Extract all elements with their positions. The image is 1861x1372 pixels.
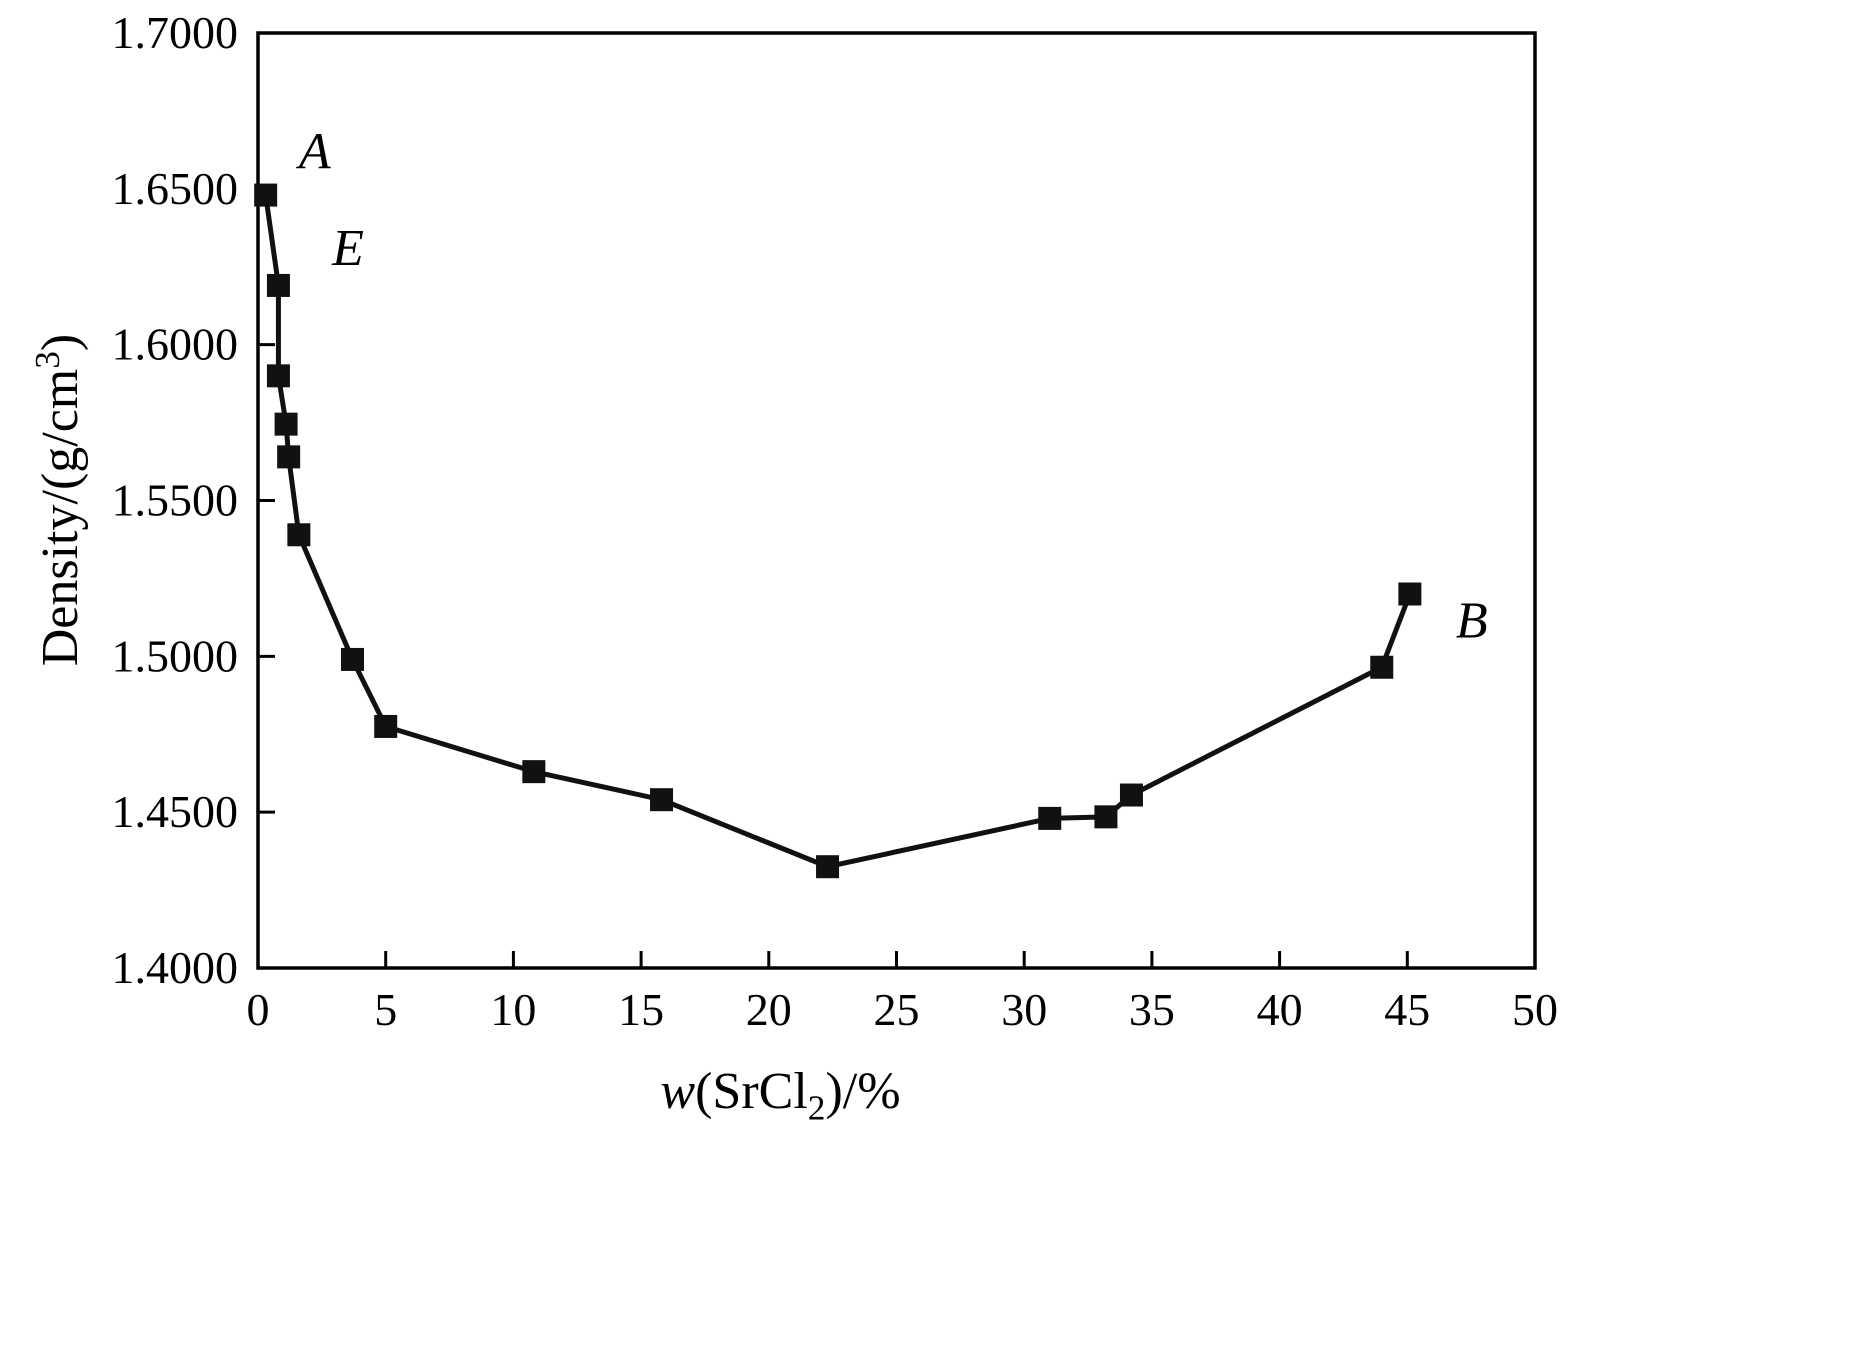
x-axis-label-sub: 2 <box>807 1087 826 1128</box>
data-point-marker <box>277 445 301 469</box>
data-point-marker <box>340 647 364 671</box>
data-point-marker <box>287 523 311 547</box>
y-axis-label-post: ) <box>32 333 90 352</box>
x-axis-label-italic: w <box>660 1063 696 1120</box>
x-axis-label-post: )/% <box>825 1063 901 1120</box>
data-point-marker <box>1370 655 1394 679</box>
data-point-marker <box>374 714 398 738</box>
annotation-a: A <box>296 124 331 181</box>
x-tick-label: 40 <box>1257 984 1303 1035</box>
data-point-marker <box>1038 806 1062 830</box>
x-tick-label: 35 <box>1129 984 1175 1035</box>
x-tick-label: 15 <box>618 984 664 1035</box>
y-axis-label-pre: Density/(g/cm <box>32 368 90 667</box>
data-point-marker <box>1119 783 1143 807</box>
data-point-marker <box>266 273 290 297</box>
x-tick-label: 30 <box>1001 984 1047 1035</box>
y-tick-label: 1.4500 <box>112 786 239 837</box>
y-tick-label: 1.7000 <box>112 7 239 58</box>
y-axis-label-sup: 3 <box>26 351 67 369</box>
data-point-marker <box>254 183 278 207</box>
data-point-marker <box>650 788 674 812</box>
x-axis-label-pre: (SrCl <box>695 1063 808 1120</box>
y-tick-label: 1.5000 <box>112 630 239 681</box>
x-tick-label: 0 <box>247 984 270 1035</box>
x-tick-label: 20 <box>746 984 792 1035</box>
x-tick-label: 10 <box>490 984 536 1035</box>
x-axis-label: w(SrCl2)/% <box>0 1062 1561 1128</box>
y-tick-label: 1.6500 <box>112 163 239 214</box>
x-tick-label: 50 <box>1512 984 1558 1035</box>
annotation-e: E <box>331 220 364 277</box>
data-point-marker <box>274 412 298 436</box>
data-point-marker <box>1398 582 1422 606</box>
annotation-b: B <box>1456 593 1488 650</box>
data-point-marker <box>1094 805 1118 829</box>
data-point-marker <box>266 364 290 388</box>
y-tick-label: 1.5500 <box>112 475 239 526</box>
y-tick-label: 1.4000 <box>112 942 239 993</box>
plot-border <box>256 31 1537 970</box>
x-tick-label: 5 <box>374 984 397 1035</box>
x-tick-label: 45 <box>1384 984 1430 1035</box>
y-axis-label: Density/(g/cm3) <box>26 334 90 667</box>
data-point-marker <box>816 855 840 879</box>
x-tick-label: 25 <box>874 984 920 1035</box>
y-tick-label: 1.6000 <box>112 319 239 370</box>
series-line <box>263 192 1413 870</box>
data-point-marker <box>522 760 546 784</box>
